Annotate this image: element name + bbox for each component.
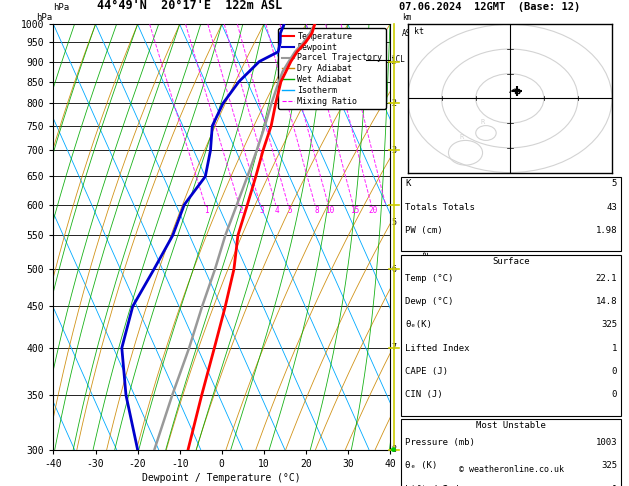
Text: 07.06.2024  12GMT  (Base: 12): 07.06.2024 12GMT (Base: 12)	[399, 2, 581, 12]
Text: 6: 6	[391, 264, 396, 274]
Text: CIN (J): CIN (J)	[405, 390, 443, 399]
Text: 14.8: 14.8	[596, 297, 617, 306]
Text: Pressure (mb): Pressure (mb)	[405, 438, 475, 447]
Legend: Temperature, Dewpoint, Parcel Trajectory, Dry Adiabat, Wet Adiabat, Isotherm, Mi: Temperature, Dewpoint, Parcel Trajectory…	[278, 29, 386, 109]
Text: 3: 3	[260, 206, 264, 215]
Text: R: R	[460, 134, 464, 140]
Text: R: R	[481, 120, 485, 125]
Text: 2: 2	[391, 99, 396, 107]
Text: K: K	[405, 179, 411, 189]
Text: 0: 0	[611, 367, 617, 376]
Text: 3: 3	[391, 146, 396, 155]
Text: ●: ●	[391, 445, 396, 454]
Text: hPa: hPa	[36, 13, 52, 22]
Text: LCL: LCL	[391, 55, 405, 64]
Text: Dewp (°C): Dewp (°C)	[405, 297, 454, 306]
Text: 5: 5	[391, 218, 396, 227]
Text: 1003: 1003	[596, 438, 617, 447]
Text: 1: 1	[611, 485, 617, 486]
Text: Temp (°C): Temp (°C)	[405, 274, 454, 283]
Text: 2: 2	[238, 206, 243, 215]
Text: Most Unstable: Most Unstable	[476, 421, 546, 431]
Text: 325: 325	[601, 320, 617, 330]
X-axis label: Dewpoint / Temperature (°C): Dewpoint / Temperature (°C)	[142, 473, 301, 483]
Text: hPa: hPa	[53, 3, 70, 12]
Text: 1: 1	[204, 206, 209, 215]
Text: 7: 7	[391, 344, 396, 352]
Text: Lifted Index: Lifted Index	[405, 485, 470, 486]
Text: Mixing Ratio (g/kg): Mixing Ratio (g/kg)	[420, 214, 429, 302]
Text: ASL: ASL	[402, 29, 416, 37]
Text: 1: 1	[611, 344, 617, 353]
Text: 10: 10	[325, 206, 335, 215]
Text: 5: 5	[611, 179, 617, 189]
Text: © weatheronline.co.uk: © weatheronline.co.uk	[459, 465, 564, 474]
Text: 8: 8	[391, 445, 396, 454]
Text: 0: 0	[611, 390, 617, 399]
Text: 1: 1	[391, 57, 396, 66]
Text: 15: 15	[350, 206, 359, 215]
Text: 8: 8	[314, 206, 319, 215]
Text: θₑ (K): θₑ (K)	[405, 461, 437, 470]
Text: kt: kt	[415, 27, 425, 36]
Text: 22.1: 22.1	[596, 274, 617, 283]
Text: 4: 4	[275, 206, 280, 215]
Text: 20: 20	[368, 206, 377, 215]
Text: Totals Totals: Totals Totals	[405, 203, 475, 212]
Text: Surface: Surface	[493, 257, 530, 266]
Text: CAPE (J): CAPE (J)	[405, 367, 448, 376]
Text: km: km	[402, 13, 411, 22]
Text: 5: 5	[287, 206, 292, 215]
Text: Lifted Index: Lifted Index	[405, 344, 470, 353]
Text: 43: 43	[606, 203, 617, 212]
Text: 44°49'N  20°17'E  122m ASL: 44°49'N 20°17'E 122m ASL	[97, 0, 283, 12]
Text: θₑ(K): θₑ(K)	[405, 320, 432, 330]
Text: 325: 325	[601, 461, 617, 470]
Text: 1.98: 1.98	[596, 226, 617, 235]
Text: PW (cm): PW (cm)	[405, 226, 443, 235]
